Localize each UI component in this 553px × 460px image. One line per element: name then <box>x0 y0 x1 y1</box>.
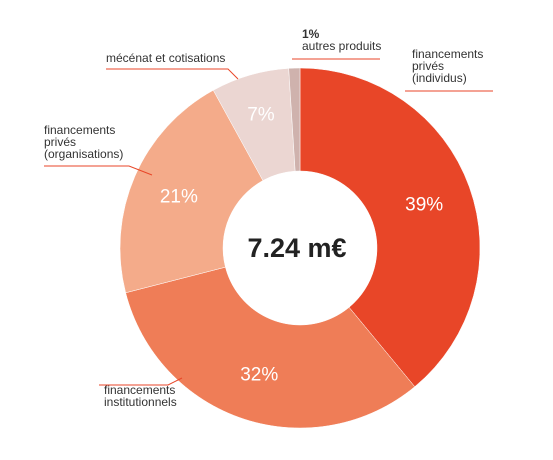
slice-label-2-line-0: financements <box>44 123 115 137</box>
slice-label-1-line-1: institutionnels <box>104 395 177 409</box>
slice-label-3-line-0: mécénat et cotisations <box>106 51 225 65</box>
slice-label-0-line-1: privés <box>412 59 444 73</box>
donut-slices <box>119 67 481 429</box>
slice-label-1-line-0: financements <box>104 383 175 397</box>
category-labels: financementsprivés(individus)financement… <box>44 27 483 409</box>
slice-label-4-line-0: autres produits <box>302 39 381 53</box>
leader-lines <box>44 58 493 386</box>
center-total-label: 7.24 m€ <box>247 233 346 263</box>
percent-labels: 39% 32% 21% 7% <box>160 105 443 386</box>
slice-label-0-line-0: financements <box>412 47 483 61</box>
slice-4 <box>288 67 301 172</box>
slice-label-0-line-2: (individus) <box>412 71 467 85</box>
slice-percent-0: 39% <box>405 194 443 215</box>
slice-1 <box>125 266 416 429</box>
slice-percent-1: 32% <box>240 365 278 386</box>
slice-2 <box>119 89 264 294</box>
slice-0 <box>299 67 481 388</box>
leader-line-1 <box>99 377 183 386</box>
leader-line-2 <box>44 165 153 176</box>
slice-label-2-line-2: (organisations) <box>44 147 123 161</box>
slice-percent-4: 1% <box>302 27 320 41</box>
slice-percent-2: 21% <box>160 187 198 208</box>
leader-line-3 <box>106 68 239 80</box>
slice-percent-3: 7% <box>247 105 275 126</box>
slice-label-2-line-1: privés <box>44 135 76 149</box>
